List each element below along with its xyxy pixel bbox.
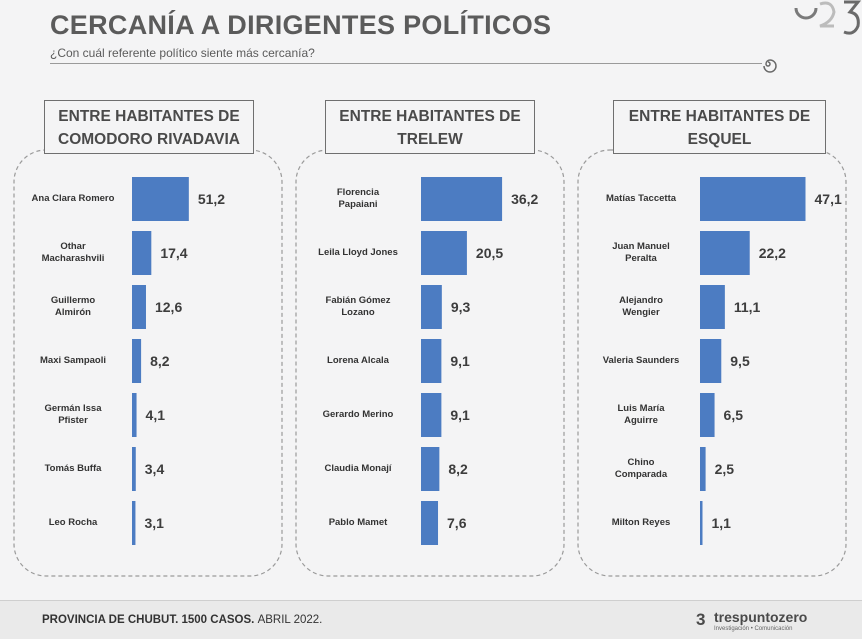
page-title: CERCANÍA A DIRIGENTES POLÍTICOS bbox=[50, 10, 552, 40]
category-label: Valeria Saunders bbox=[602, 355, 680, 366]
bar bbox=[132, 501, 136, 545]
value-label: 2,5 bbox=[714, 461, 735, 477]
panel-title-line: ENTRE HABITANTES DE bbox=[339, 108, 521, 125]
panel-title-line: COMODORO RIVADAVIA bbox=[58, 131, 240, 148]
bar bbox=[700, 501, 703, 545]
bar bbox=[421, 339, 442, 383]
category-label: Alejandro Wengier bbox=[619, 295, 663, 318]
category-label: Matías Taccetta bbox=[605, 193, 677, 204]
value-label: 6,5 bbox=[723, 407, 744, 423]
panel-title-line: ENTRE HABITANTES DE bbox=[628, 108, 811, 125]
value-label: 51,2 bbox=[197, 191, 226, 207]
bar bbox=[421, 231, 467, 275]
panel-title-2: ENTRE HABITANTES DE TRELEW bbox=[325, 100, 535, 154]
bar bbox=[132, 393, 137, 437]
bar bbox=[700, 393, 715, 437]
brand-mark: 3 bbox=[696, 610, 706, 629]
logo-swirl-icon bbox=[794, 0, 862, 35]
value-label: 4,1 bbox=[145, 407, 166, 423]
value-label: 9,1 bbox=[450, 407, 470, 423]
category-label: Maxi Sampaoli bbox=[40, 355, 106, 366]
footer-bar: PROVINCIA DE CHUBUT. 1500 CASOS. ABRIL 2… bbox=[0, 600, 862, 639]
category-label: Chino Comparada bbox=[614, 457, 668, 480]
bar bbox=[421, 393, 442, 437]
category-label: Gerardo Merino bbox=[322, 409, 394, 420]
header-divider bbox=[50, 63, 762, 64]
bar bbox=[700, 339, 722, 383]
bar bbox=[700, 231, 750, 275]
charts-canvas bbox=[13, 149, 847, 577]
bar bbox=[421, 177, 503, 221]
category-label: Fabián Gómez Lozano bbox=[325, 295, 391, 318]
value-label: 8,2 bbox=[448, 461, 468, 477]
category-label: Othar Macharashvili bbox=[41, 241, 105, 264]
bar bbox=[700, 285, 725, 329]
category-label: Luis María Aguirre bbox=[617, 403, 665, 426]
value-label: 22,2 bbox=[758, 245, 786, 261]
category-label: Juan Manuel Peralta bbox=[612, 241, 670, 264]
value-label: 12,6 bbox=[154, 299, 183, 315]
panel-title-line: ENTRE HABITANTES DE bbox=[58, 108, 240, 125]
category-label: Lorena Alcala bbox=[327, 355, 389, 366]
panel-title-3: ENTRE HABITANTES DE ESQUEL bbox=[613, 100, 826, 154]
category-label: Milton Reyes bbox=[611, 517, 671, 528]
panel-title-line: TRELEW bbox=[397, 131, 463, 148]
panel-title-1: ENTRE HABITANTES DE COMODORO RIVADAVIA bbox=[44, 100, 254, 154]
value-label: 9,3 bbox=[450, 299, 471, 315]
value-label: 1,1 bbox=[711, 515, 731, 531]
bar bbox=[132, 339, 142, 383]
bar bbox=[700, 447, 706, 491]
value-label: 17,4 bbox=[160, 245, 188, 261]
value-label: 3,4 bbox=[144, 461, 165, 477]
category-label: Leo Rocha bbox=[48, 517, 98, 528]
brand-name: trespuntozero bbox=[714, 609, 808, 625]
footer-date: ABRIL 2022. bbox=[257, 614, 323, 626]
value-label: 9,1 bbox=[450, 353, 470, 369]
category-label: Pablo Mamet bbox=[328, 517, 388, 528]
value-label: 7,6 bbox=[447, 515, 467, 531]
brand-tagline: Investigación • Comunicación bbox=[714, 626, 793, 632]
brand-logo: 3 trespuntozero Investigación • Comunica… bbox=[696, 609, 836, 637]
value-label: 47,1 bbox=[814, 191, 842, 207]
footer-sample-text: PROVINCIA DE CHUBUT. 1500 CASOS. bbox=[42, 614, 255, 626]
bar bbox=[421, 285, 442, 329]
category-label: Ana Clara Romero bbox=[31, 193, 115, 204]
panel-title-line: ESQUEL bbox=[687, 131, 752, 148]
category-label: Guillermo Almirón bbox=[50, 295, 96, 318]
bar bbox=[132, 177, 189, 221]
bar bbox=[132, 231, 152, 275]
category-label: Leila Lloyd Jones bbox=[318, 247, 398, 258]
category-label: Florencia Papaiani bbox=[336, 187, 380, 210]
value-label: 3,1 bbox=[144, 515, 164, 531]
spiral-icon bbox=[763, 59, 777, 73]
bar bbox=[421, 501, 439, 545]
bar bbox=[700, 177, 806, 221]
bar bbox=[132, 285, 146, 329]
bar bbox=[421, 447, 440, 491]
category-label: Tomás Buffa bbox=[44, 463, 102, 474]
value-label: 20,5 bbox=[475, 245, 504, 261]
page-subtitle: ¿Con cuál referente político siente más … bbox=[50, 46, 315, 60]
value-label: 36,2 bbox=[511, 191, 539, 207]
category-label: Claudia Monají bbox=[324, 463, 392, 474]
value-label: 8,2 bbox=[150, 353, 170, 369]
value-label: 9,5 bbox=[730, 353, 750, 369]
value-label: 11,1 bbox=[733, 299, 761, 315]
category-label: Germán Issa Pfister bbox=[44, 403, 102, 426]
footer-caption: PROVINCIA DE CHUBUT. 1500 CASOS. ABRIL 2… bbox=[42, 614, 322, 626]
bar bbox=[132, 447, 136, 491]
